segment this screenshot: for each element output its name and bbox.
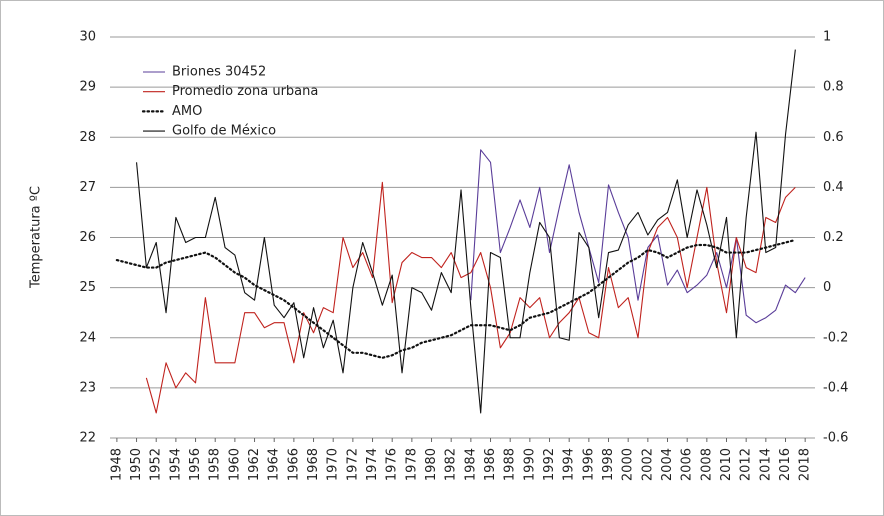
x-tick-label: 1968: [306, 448, 321, 481]
series-line: [145, 181, 796, 414]
x-tick-label: 1948: [109, 448, 124, 481]
y-tick-label: 25: [79, 280, 96, 295]
series-line: [115, 238, 797, 359]
x-tick-label: 1970: [326, 448, 341, 481]
y-tick-label: 30: [79, 30, 96, 45]
y-tick-label: 27: [79, 180, 96, 195]
legend-label: Promedio zona urbana: [172, 84, 318, 99]
x-tick-label: 2008: [699, 448, 714, 481]
x-tick-label: 1982: [444, 448, 459, 481]
y-tick-label: 29: [79, 80, 96, 95]
x-tick-label: 1960: [227, 448, 242, 481]
x-tick-label: 1978: [404, 448, 419, 481]
y-axis-title: Temperatura ºC: [29, 186, 44, 289]
legend-label: Briones 30452: [172, 65, 266, 80]
legend-label: AMO: [172, 104, 202, 119]
series-line: [136, 49, 796, 414]
y2-tick-label: -0.2: [823, 330, 848, 345]
y2-tick-label: 0.8: [823, 80, 844, 95]
x-tick-label: 1994: [562, 448, 577, 481]
x-tick-label: 2004: [660, 448, 675, 481]
y2-tick-label: -0.6: [823, 431, 848, 446]
x-tick-label: 1964: [267, 448, 282, 481]
x-tick-label: 1984: [463, 448, 478, 481]
x-tick-label: 1998: [601, 448, 616, 481]
x-tick-label: 2012: [739, 448, 754, 481]
x-tick-label: 1950: [129, 448, 144, 481]
y-tick-label: 28: [79, 130, 96, 145]
x-tick-label: 1974: [365, 448, 380, 481]
y2-tick-label: -0.4: [823, 380, 848, 395]
x-tick-label: 2018: [798, 448, 813, 481]
x-tick-label: 2000: [621, 448, 636, 481]
legend-label: Golfo de México: [172, 124, 276, 139]
x-tick-label: 2010: [719, 448, 734, 481]
x-tick-label: 1972: [345, 448, 360, 481]
x-tick-label: 2006: [680, 448, 695, 481]
x-tick-label: 1980: [424, 448, 439, 481]
x-tick-label: 1990: [522, 448, 537, 481]
y2-tick-label: 0.2: [823, 230, 844, 245]
y2-tick-label: 1: [823, 30, 831, 45]
x-tick-label: 1966: [286, 448, 301, 481]
x-tick-label: 1954: [168, 448, 183, 481]
y-tick-label: 24: [79, 330, 96, 345]
x-tick-label: 1952: [149, 448, 164, 481]
x-tick-label: 1986: [483, 448, 498, 481]
y-tick-label: 26: [79, 230, 96, 245]
x-tick-label: 1956: [188, 448, 203, 481]
series-line: [470, 149, 806, 324]
x-tick-label: 2016: [778, 448, 793, 481]
y2-tick-label: 0.6: [823, 130, 844, 145]
y-tick-label: 23: [79, 380, 96, 395]
x-tick-label: 2002: [640, 448, 655, 481]
y2-tick-label: 0: [823, 280, 831, 295]
x-tick-label: 1992: [542, 448, 557, 481]
y2-tick-label: 0.4: [823, 180, 844, 195]
x-tick-label: 1996: [581, 448, 596, 481]
x-tick-label: 1962: [247, 448, 262, 481]
x-tick-label: 2014: [758, 448, 773, 481]
x-tick-label: 1958: [208, 448, 223, 481]
y-tick-label: 22: [79, 431, 96, 446]
x-tick-label: 1988: [503, 448, 518, 481]
x-tick-label: 1976: [385, 448, 400, 481]
